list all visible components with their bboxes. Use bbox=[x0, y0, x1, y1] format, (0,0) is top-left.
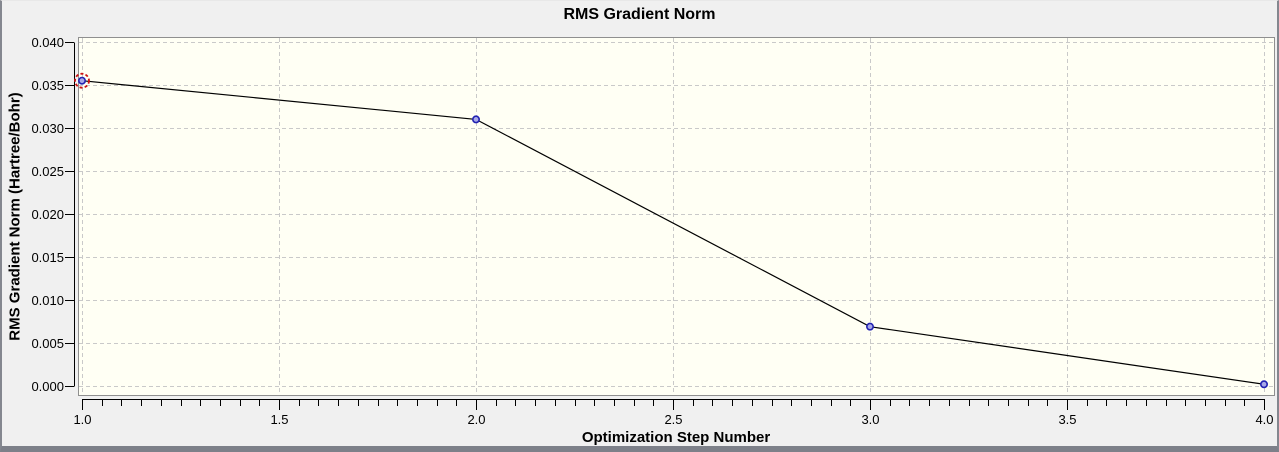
y-tick-label: 0.025 bbox=[31, 164, 64, 179]
y-tick-label: 0.010 bbox=[31, 293, 64, 308]
y-tick-label: 0.015 bbox=[31, 250, 64, 265]
x-axis: 1.0 1.5 2.0 2.5 3.0 3.5 4.0 bbox=[73, 399, 1274, 427]
selected-point-ring bbox=[74, 72, 90, 89]
x-tick-label: 3.5 bbox=[1058, 412, 1076, 427]
data-point-step-4[interactable] bbox=[1260, 380, 1269, 389]
chart-title: RMS Gradient Norm bbox=[563, 6, 716, 23]
x-tick-label: 2.5 bbox=[664, 412, 682, 427]
x-tick-label: 4.0 bbox=[1255, 412, 1273, 427]
data-point-step-1[interactable] bbox=[78, 76, 87, 85]
data-points bbox=[78, 76, 1269, 389]
plot-area[interactable] bbox=[78, 37, 1275, 396]
y-tick-label: 0.000 bbox=[31, 379, 64, 394]
y-tick-label: 0.040 bbox=[31, 35, 64, 50]
x-tick-label: 3.0 bbox=[861, 412, 879, 427]
y-tick-label: 0.035 bbox=[31, 78, 64, 93]
x-tick-label: 2.0 bbox=[467, 412, 485, 427]
x-tick-label: 1.5 bbox=[270, 412, 288, 427]
y-axis: 0.000 0.005 0.010 0.015 0.020 0.025 0.030 0.035… bbox=[31, 35, 75, 394]
y-tick-label: 0.005 bbox=[31, 336, 64, 351]
gridlines bbox=[79, 38, 1273, 394]
series-line bbox=[81, 80, 1265, 385]
data-point-step-2[interactable] bbox=[471, 115, 480, 124]
x-tick-label: 1.0 bbox=[73, 412, 91, 427]
y-tick-label: 0.020 bbox=[31, 207, 64, 222]
y-tick-label: 0.030 bbox=[31, 121, 64, 136]
x-axis-label: Optimization Step Number bbox=[581, 429, 771, 446]
data-point-step-3[interactable] bbox=[865, 322, 874, 331]
